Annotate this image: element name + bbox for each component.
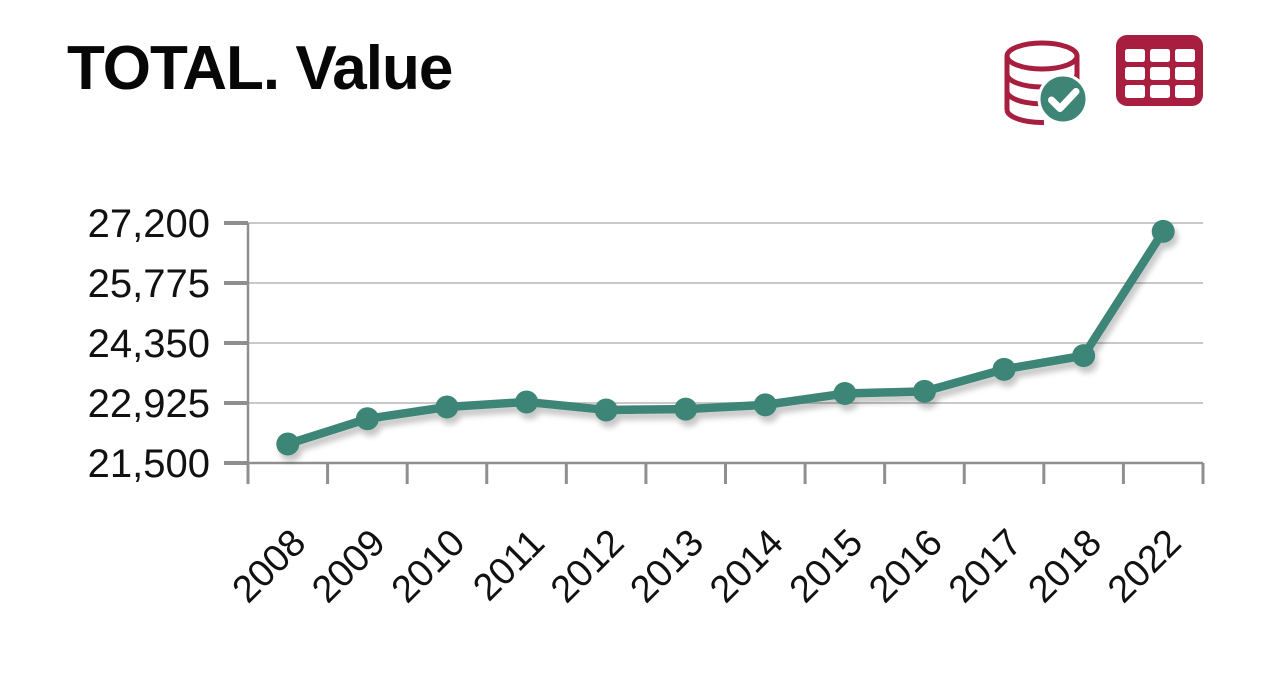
data-point[interactable]	[355, 407, 379, 431]
y-tick-label: 21,500	[88, 442, 210, 486]
data-point[interactable]	[435, 395, 459, 419]
data-point[interactable]	[276, 432, 300, 456]
x-tick-label: 2012	[543, 522, 632, 611]
series-line	[283, 227, 1168, 449]
data-point[interactable]	[833, 382, 857, 406]
database-checked-icon[interactable]	[999, 35, 1094, 130]
check-circle	[1037, 73, 1089, 125]
database-icon-svg	[1004, 40, 1089, 126]
data-point[interactable]	[992, 357, 1016, 381]
x-tick-label: 2017	[941, 522, 1030, 611]
data-point[interactable]	[753, 393, 777, 417]
check-mark	[1048, 88, 1080, 112]
x-tick-label: 2013	[623, 522, 712, 611]
data-point[interactable]	[1151, 219, 1175, 243]
data-point[interactable]	[912, 379, 936, 403]
y-tick-label: 24,350	[88, 322, 210, 366]
data-point[interactable]	[674, 397, 698, 421]
gridlines	[248, 222, 1203, 465]
y-tick-label: 25,775	[88, 262, 210, 306]
x-tick-label: 2010	[384, 522, 473, 611]
table-icon-svg	[1116, 35, 1203, 106]
x-tick-label: 2016	[861, 522, 950, 611]
page-title: TOTAL. Value	[67, 34, 453, 103]
data-series	[276, 219, 1175, 456]
data-point[interactable]	[594, 398, 618, 422]
data-point[interactable]	[1072, 344, 1096, 368]
axes	[224, 221, 1205, 484]
table-view-icon[interactable]	[1116, 35, 1203, 106]
x-tick-label: 2011	[465, 522, 552, 609]
x-tick-label: 2022	[1100, 522, 1189, 611]
x-tick-label: 2015	[782, 522, 871, 611]
x-tick-label: 2009	[304, 522, 393, 611]
x-tick-label: 2014	[702, 522, 791, 611]
x-tick-label: 2018	[1021, 522, 1110, 611]
x-tick-label: 2008	[225, 522, 314, 611]
y-tick-label: 22,925	[88, 382, 210, 426]
data-point[interactable]	[515, 390, 539, 414]
icon-toolbar	[999, 35, 1203, 130]
y-tick-label: 27,200	[88, 202, 210, 246]
